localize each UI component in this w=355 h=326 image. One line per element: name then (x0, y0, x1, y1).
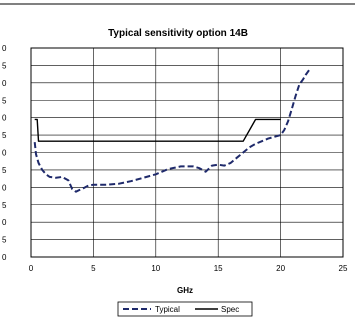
y-tick-label: 5 (2, 96, 7, 105)
y-tick-label: 0 (2, 79, 7, 88)
plot-border (30, 47, 344, 258)
series-line-typical (33, 69, 311, 193)
legend-box (117, 301, 253, 317)
chart-title: Typical sensitivity option 14B (108, 28, 248, 39)
grid (30, 47, 344, 258)
y-tick-label: 5 (2, 201, 7, 210)
x-tick-label: 20 (276, 264, 285, 273)
x-axis-label: GHz (177, 286, 193, 295)
x-axis-ticks: 0 5 10 15 20 25 (29, 264, 348, 273)
y-tick-label: 5 (2, 131, 7, 140)
y-tick-label: 0 (2, 253, 7, 262)
x-tick-label: 10 (151, 264, 160, 273)
legend-label-typical: Typical (155, 305, 180, 314)
legend: Typical Spec (117, 301, 253, 317)
x-tick-label: 25 (339, 264, 348, 273)
x-tick-label: 15 (214, 264, 223, 273)
y-tick-label: 0 (2, 218, 7, 227)
x-tick-label: 0 (29, 264, 34, 273)
legend-label-spec: Spec (221, 305, 239, 314)
y-tick-label: 0 (2, 149, 7, 158)
y-tick-label: 5 (2, 61, 7, 70)
y-axis-ticks: 0 5 0 5 0 5 0 5 0 5 0 5 0 (2, 44, 7, 262)
y-tick-label: 5 (2, 166, 7, 175)
series-line-spec (34, 118, 281, 142)
x-tick-label: 5 (91, 264, 96, 273)
y-tick-label: 0 (2, 114, 7, 123)
plot-frame (30, 47, 344, 258)
y-tick-label: 0 (2, 183, 7, 192)
y-tick-label: 5 (2, 236, 7, 245)
y-tick-label: 0 (2, 44, 7, 53)
series-layer (33, 69, 311, 193)
